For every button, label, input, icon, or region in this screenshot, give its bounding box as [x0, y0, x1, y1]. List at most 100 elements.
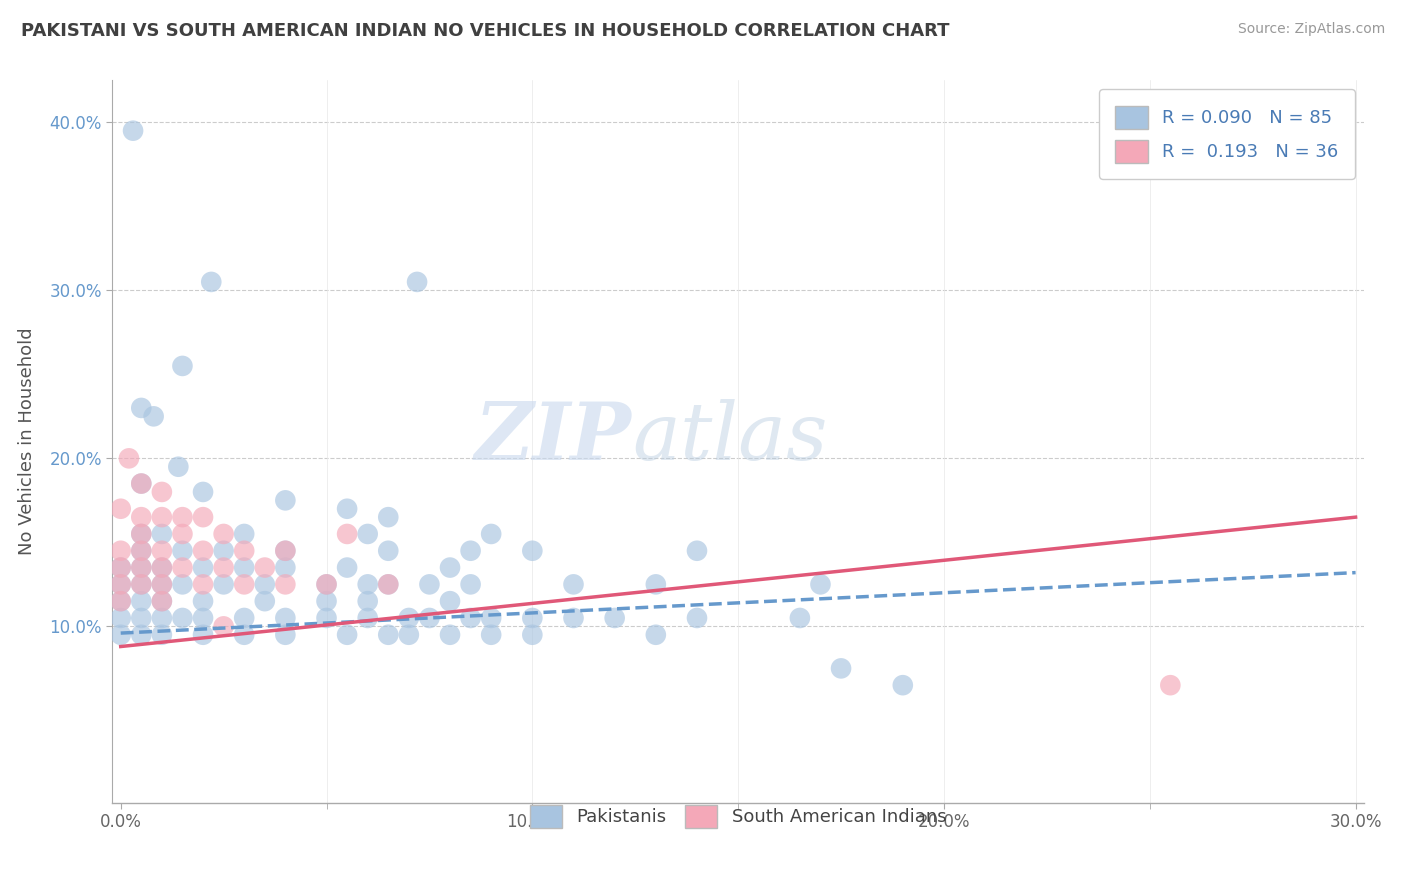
Point	[172, 611, 194, 625]
Point	[479, 527, 502, 541]
Point	[377, 510, 399, 524]
Point	[460, 577, 482, 591]
Point	[212, 577, 235, 591]
Point	[274, 628, 297, 642]
Point	[439, 628, 461, 642]
Point	[357, 577, 380, 591]
Point	[129, 476, 152, 491]
Point	[172, 560, 194, 574]
Point	[315, 577, 337, 591]
Point	[398, 611, 420, 625]
Point	[150, 527, 173, 541]
Point	[644, 628, 666, 642]
Point	[233, 560, 256, 574]
Point	[150, 485, 173, 500]
Point	[830, 661, 852, 675]
Point	[150, 510, 173, 524]
Point	[253, 560, 276, 574]
Point	[315, 594, 337, 608]
Point	[233, 611, 256, 625]
Point	[191, 577, 214, 591]
Point	[212, 543, 235, 558]
Point	[150, 628, 173, 642]
Point	[274, 543, 297, 558]
Text: PAKISTANI VS SOUTH AMERICAN INDIAN NO VEHICLES IN HOUSEHOLD CORRELATION CHART: PAKISTANI VS SOUTH AMERICAN INDIAN NO VE…	[21, 22, 949, 40]
Point	[274, 543, 297, 558]
Point	[150, 560, 173, 574]
Point	[129, 543, 152, 558]
Point	[150, 611, 173, 625]
Point	[150, 560, 173, 574]
Text: atlas: atlas	[631, 400, 827, 476]
Point	[336, 527, 359, 541]
Point	[522, 611, 544, 625]
Point	[110, 501, 132, 516]
Point	[212, 527, 235, 541]
Point	[172, 577, 194, 591]
Point	[398, 628, 420, 642]
Point	[200, 275, 222, 289]
Point	[377, 543, 399, 558]
Point	[233, 543, 256, 558]
Point	[357, 527, 380, 541]
Point	[172, 359, 194, 373]
Point	[110, 611, 132, 625]
Point	[233, 628, 256, 642]
Point	[150, 577, 173, 591]
Y-axis label: No Vehicles in Household: No Vehicles in Household	[18, 327, 35, 556]
Point	[191, 611, 214, 625]
Point	[110, 628, 132, 642]
Point	[110, 594, 132, 608]
Point	[686, 611, 709, 625]
Point	[167, 459, 190, 474]
Point	[110, 560, 132, 574]
Point	[129, 527, 152, 541]
Point	[191, 594, 214, 608]
Text: Source: ZipAtlas.com: Source: ZipAtlas.com	[1237, 22, 1385, 37]
Point	[418, 577, 440, 591]
Point	[377, 577, 399, 591]
Point	[172, 543, 194, 558]
Point	[253, 577, 276, 591]
Point	[460, 543, 482, 558]
Point	[129, 560, 152, 574]
Point	[122, 124, 145, 138]
Point	[336, 501, 359, 516]
Point	[172, 510, 194, 524]
Point	[377, 577, 399, 591]
Point	[129, 628, 152, 642]
Text: ZIP: ZIP	[475, 400, 631, 476]
Point	[129, 560, 152, 574]
Point	[479, 628, 502, 642]
Point	[418, 611, 440, 625]
Point	[522, 543, 544, 558]
Point	[315, 577, 337, 591]
Point	[439, 560, 461, 574]
Point	[891, 678, 914, 692]
Point	[233, 527, 256, 541]
Point	[110, 577, 132, 591]
Point	[810, 577, 832, 591]
Point	[172, 527, 194, 541]
Point	[150, 543, 173, 558]
Point	[129, 527, 152, 541]
Point	[150, 594, 173, 608]
Point	[191, 543, 214, 558]
Point	[129, 611, 152, 625]
Point	[686, 543, 709, 558]
Point	[439, 594, 461, 608]
Point	[406, 275, 429, 289]
Point	[212, 619, 235, 633]
Point	[336, 628, 359, 642]
Point	[110, 560, 132, 574]
Point	[191, 560, 214, 574]
Point	[460, 611, 482, 625]
Point	[129, 594, 152, 608]
Point	[479, 611, 502, 625]
Point	[357, 611, 380, 625]
Point	[315, 611, 337, 625]
Point	[253, 594, 276, 608]
Point	[142, 409, 165, 424]
Point	[129, 543, 152, 558]
Point	[336, 560, 359, 574]
